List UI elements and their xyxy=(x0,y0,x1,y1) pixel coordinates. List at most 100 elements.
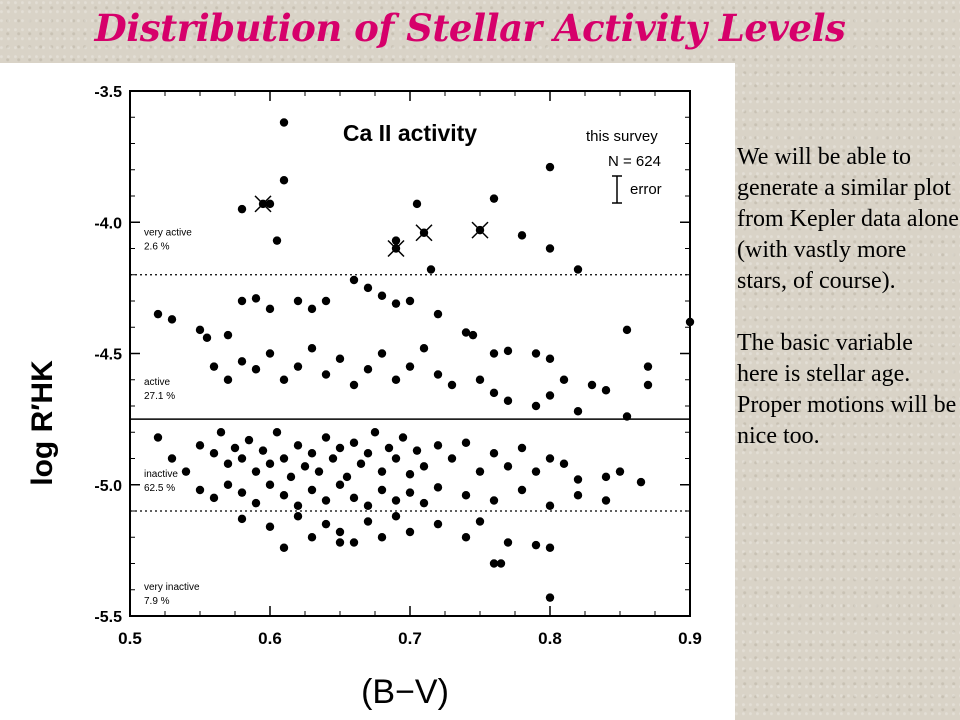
data-point xyxy=(391,236,401,245)
data-point xyxy=(412,199,422,209)
data-point xyxy=(349,538,359,547)
data-point xyxy=(209,493,219,503)
data-point xyxy=(587,380,597,390)
data-point xyxy=(531,467,541,476)
data-point xyxy=(335,538,345,547)
data-point xyxy=(293,512,303,521)
region-label-name: inactive xyxy=(144,469,178,480)
data-point xyxy=(391,512,401,521)
data-point xyxy=(559,375,569,384)
data-point xyxy=(405,527,415,537)
data-point xyxy=(545,501,555,510)
data-point xyxy=(489,496,499,505)
region-label-name: very active xyxy=(144,227,192,238)
data-point xyxy=(475,517,485,526)
data-point xyxy=(230,443,240,453)
region-label-percent: 2.6 % xyxy=(144,241,170,252)
legend-count: N = 624 xyxy=(608,153,661,170)
data-point xyxy=(447,454,457,463)
data-point xyxy=(356,459,366,468)
data-point xyxy=(461,328,471,337)
data-point xyxy=(321,370,331,379)
crossed-point xyxy=(471,221,489,239)
data-point xyxy=(461,533,471,542)
data-point xyxy=(314,467,324,476)
data-point xyxy=(293,296,303,306)
x-tick-label: 0.6 xyxy=(258,629,282,648)
data-point xyxy=(279,543,289,552)
data-point xyxy=(517,485,527,495)
data-point xyxy=(349,275,359,285)
data-point xyxy=(643,380,653,390)
region-label-percent: 62.5 % xyxy=(144,483,175,494)
data-point xyxy=(195,441,205,450)
data-point xyxy=(489,559,499,568)
data-point xyxy=(391,496,401,505)
data-point xyxy=(195,485,205,495)
data-point xyxy=(258,446,268,455)
data-point xyxy=(363,365,373,374)
x-axis-label: (B−V) xyxy=(361,673,449,711)
x-tick-label: 0.7 xyxy=(398,629,422,648)
x-tick-label: 0.9 xyxy=(678,629,702,648)
data-point xyxy=(622,325,632,335)
data-point xyxy=(384,443,394,453)
data-point xyxy=(321,496,331,505)
data-point xyxy=(167,454,177,463)
data-point xyxy=(349,380,359,390)
data-point xyxy=(265,199,275,209)
data-point xyxy=(573,407,583,416)
y-tick-label: -4.5 xyxy=(94,347,122,364)
data-point xyxy=(391,299,401,308)
region-label-percent: 7.9 % xyxy=(144,596,170,607)
data-point xyxy=(321,433,331,442)
data-point xyxy=(195,325,205,335)
data-point xyxy=(433,309,443,319)
tick-labels: 0.5 0.6 0.7 0.8 0.9 -3.5 -4.0 -4.5 -5.0 -5.5 xyxy=(94,84,701,648)
data-point xyxy=(531,349,541,358)
data-point xyxy=(293,501,303,510)
data-point xyxy=(461,491,471,500)
data-point xyxy=(237,357,247,366)
crossed-points xyxy=(254,195,489,258)
data-point xyxy=(349,438,359,447)
data-point xyxy=(363,501,373,510)
data-point xyxy=(643,362,653,371)
data-point xyxy=(517,231,527,240)
legend-error-bar xyxy=(612,175,622,204)
data-point xyxy=(545,454,555,463)
data-point xyxy=(279,454,289,463)
data-point xyxy=(349,493,359,503)
data-point xyxy=(342,472,352,482)
data-point xyxy=(405,470,415,479)
data-point xyxy=(307,304,317,314)
data-point xyxy=(447,380,457,390)
data-point xyxy=(377,485,387,495)
data-point xyxy=(601,472,611,482)
data-point xyxy=(503,346,513,356)
data-point xyxy=(363,283,373,293)
data-point xyxy=(377,467,387,476)
region-label-percent: 27.1 % xyxy=(144,391,175,402)
data-point xyxy=(265,480,275,489)
axis-ticks xyxy=(129,90,691,617)
y-axis-label: log R′HK xyxy=(26,360,59,486)
y-tick-label: -3.5 xyxy=(94,84,122,101)
data-point xyxy=(321,296,331,306)
data-point xyxy=(377,291,387,300)
data-point xyxy=(335,443,345,453)
data-point xyxy=(265,304,275,314)
data-point xyxy=(468,330,478,340)
data-point xyxy=(223,330,233,340)
data-point xyxy=(475,467,485,476)
data-point xyxy=(251,294,261,303)
side-paragraph-2: The basic variable here is stellar age. … xyxy=(737,330,957,449)
x-tick-label: 0.5 xyxy=(118,629,142,648)
data-point xyxy=(573,265,583,274)
data-point xyxy=(335,480,345,489)
data-point xyxy=(419,498,429,508)
data-point xyxy=(405,362,415,371)
data-point xyxy=(293,441,303,450)
slide-title: Distribution of Stellar Activity Levels xyxy=(94,6,846,50)
data-point xyxy=(265,522,275,531)
